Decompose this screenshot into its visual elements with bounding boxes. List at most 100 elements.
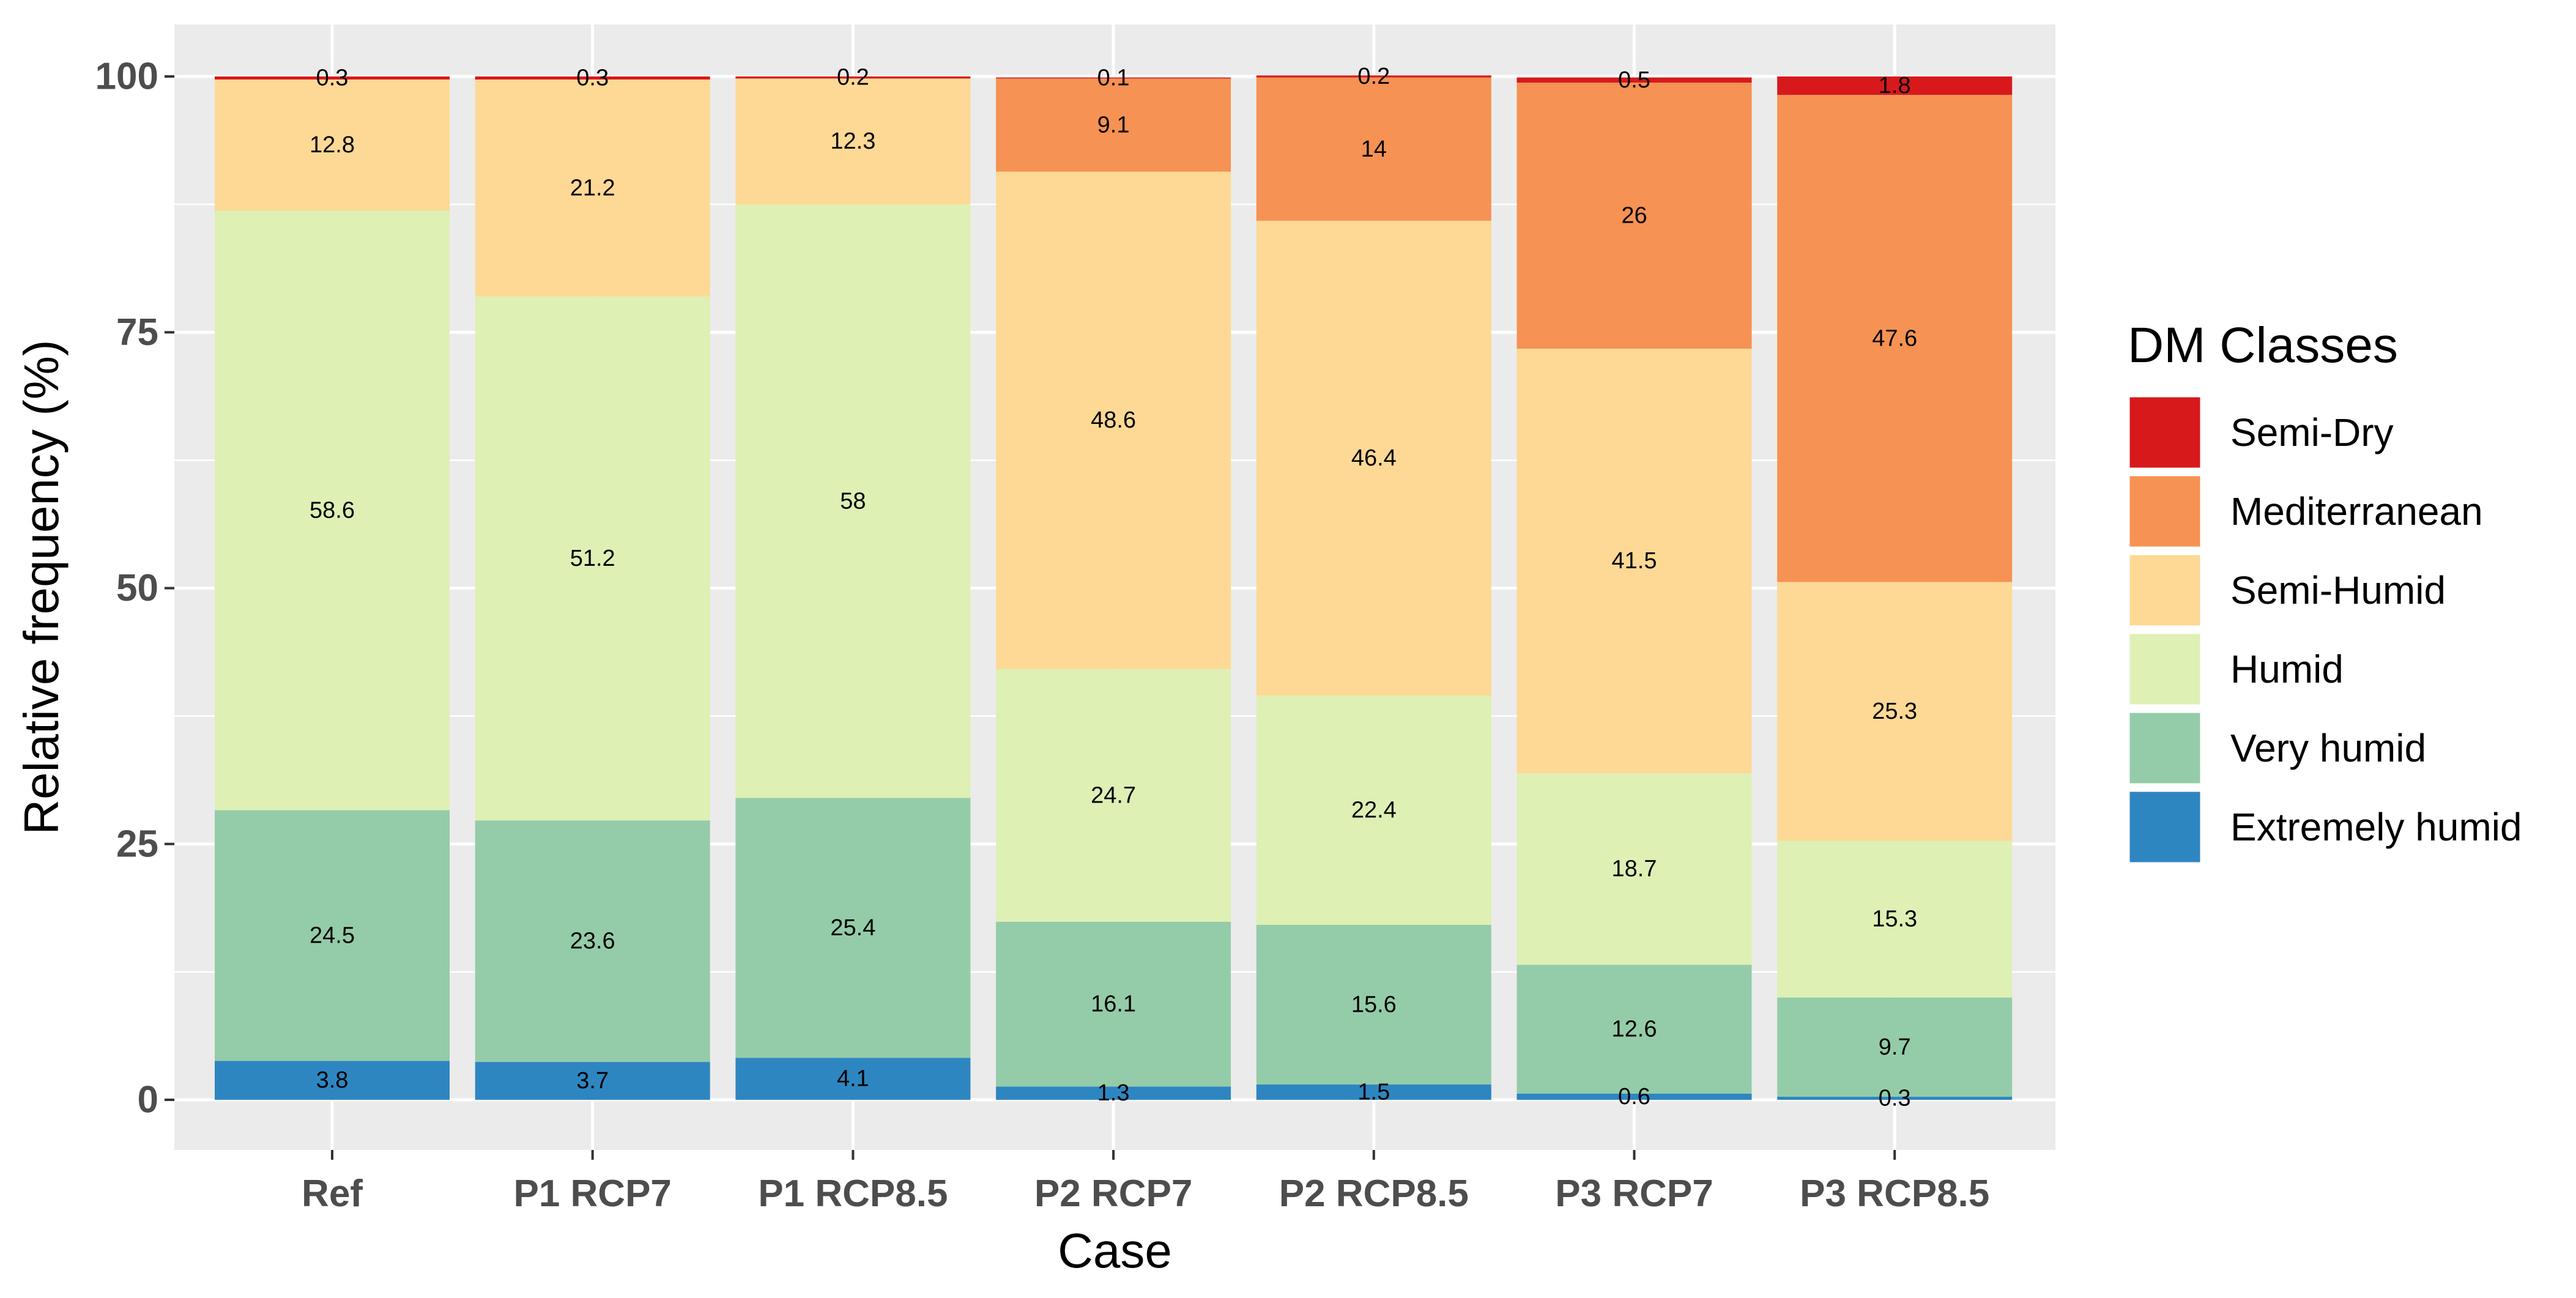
data-label: 12.3 [830,128,875,154]
bar-segment [1256,220,1491,696]
data-label: 1.5 [1357,1079,1390,1105]
data-label: 1.8 [1879,73,1911,98]
bar-segment [475,296,710,821]
bar-segment [1777,582,2013,841]
bar-segment [996,171,1231,669]
bar-segment [735,78,971,205]
legend-key [2128,790,2202,864]
bar-segment [1777,76,2013,95]
y-tick-label: 100 [95,56,158,98]
bar-segment [996,669,1231,922]
y-tick-label: 50 [116,567,158,609]
data-label: 9.1 [1097,112,1130,138]
data-label: 22.4 [1351,798,1397,823]
bar-segment [1256,1084,1491,1100]
data-label: 0.3 [316,65,349,91]
y-tick-label: 0 [138,1079,158,1121]
bar-segment [475,820,710,1063]
data-label: 3.8 [316,1067,349,1093]
data-label: 58 [840,488,866,514]
bar-segment [1777,840,2013,998]
y-axis: 0 25 50 75 100 [95,56,174,1121]
legend-label: Semi-Dry [2230,410,2394,454]
data-label: 12.8 [310,132,355,158]
data-label: 15.6 [1351,992,1397,1017]
y-tick-label: 75 [116,311,158,354]
bar-segment [1516,83,1752,349]
legend-label: Extremely humid [2230,805,2522,849]
legend-key [2128,711,2202,785]
bar-segment [1516,1093,1752,1100]
bar-segment [1516,77,1752,83]
data-label: 9.7 [1879,1034,1911,1060]
data-label: 15.3 [1872,907,1917,932]
bars [215,75,2013,1100]
data-label: 18.7 [1612,856,1657,882]
bar-segment [1516,349,1752,774]
data-label: 47.6 [1872,325,1917,351]
data-label: 4.1 [837,1066,869,1092]
data-label: 0.3 [576,65,609,91]
y-tick-label: 25 [116,823,158,865]
bar-segment [215,80,450,211]
data-label: 0.5 [1618,67,1650,93]
data-label: 14 [1361,136,1387,162]
bar-segment [1256,77,1491,221]
bar-segment [215,810,450,1061]
legend-label: Humid [2230,647,2344,691]
x-tick-label: P2 RCP7 [1034,1173,1192,1215]
bar-segment [1777,95,2013,582]
bar-segment [1256,695,1491,925]
x-tick-label: P3 RCP7 [1555,1173,1713,1215]
bar-segment [996,1086,1231,1100]
x-tick-label: P2 RCP8.5 [1279,1173,1469,1215]
bar-segment [996,77,1231,79]
data-label: 46.4 [1351,445,1397,471]
bar-segment [996,921,1231,1087]
bar-segment [1256,924,1491,1085]
legend-label: Semi-Humid [2230,568,2446,612]
data-label: 51.2 [570,546,615,571]
legend-key [2128,553,2202,628]
bar-segment [475,76,710,80]
legend: DM Classes Semi-Dry Mediterranean Semi-Hum… [2128,317,2522,864]
bar-segment [215,1061,450,1100]
data-label: 58.6 [310,497,355,523]
legend-title: DM Classes [2128,317,2398,373]
data-labels: 3.8 24.5 58.6 12.8 0.3 3.7 23.6 51.2 21.2 0.3 4.1 2… [310,64,1917,1111]
bar-segment [735,1058,971,1100]
bar-segment [735,76,971,79]
data-label: 1.3 [1097,1080,1130,1106]
legend-key [2128,632,2202,706]
legend-label: Very humid [2230,726,2426,770]
data-label: 3.7 [576,1068,609,1094]
bar-segment [1516,773,1752,965]
data-label: 24.7 [1091,782,1136,808]
bar-segment [1256,75,1491,78]
bar-segment [996,78,1231,172]
data-label: 16.1 [1091,992,1136,1017]
bar-segment [735,798,971,1058]
x-tick-label: P1 RCP8.5 [758,1173,948,1215]
legend-key [2128,474,2202,549]
data-label: 0.3 [1879,1085,1911,1111]
data-label: 26 [1621,203,1647,229]
y-axis-title: Relative frequency (%) [14,339,69,834]
bar-segment [1777,997,2013,1097]
bar-segment [1516,965,1752,1094]
data-label: 0.6 [1618,1084,1650,1110]
bar-segment [215,210,450,810]
data-label: 12.6 [1612,1017,1657,1042]
x-tick-label: P1 RCP7 [513,1173,671,1215]
bar-segment [475,1062,710,1100]
bar-segment [215,76,450,80]
x-tick-label: P3 RCP8.5 [1800,1173,1989,1215]
data-label: 25.4 [830,915,875,941]
x-axis: Ref P1 RCP7 P1 RCP8.5 P2 RCP7 P2 RCP8.5 P3 RC… [302,1150,1989,1215]
data-label: 41.5 [1612,548,1657,574]
x-axis-title: Case [1058,1223,1172,1278]
x-tick-label: Ref [302,1173,363,1215]
bar-segment [1777,1096,2013,1100]
bar-segment [475,80,710,297]
